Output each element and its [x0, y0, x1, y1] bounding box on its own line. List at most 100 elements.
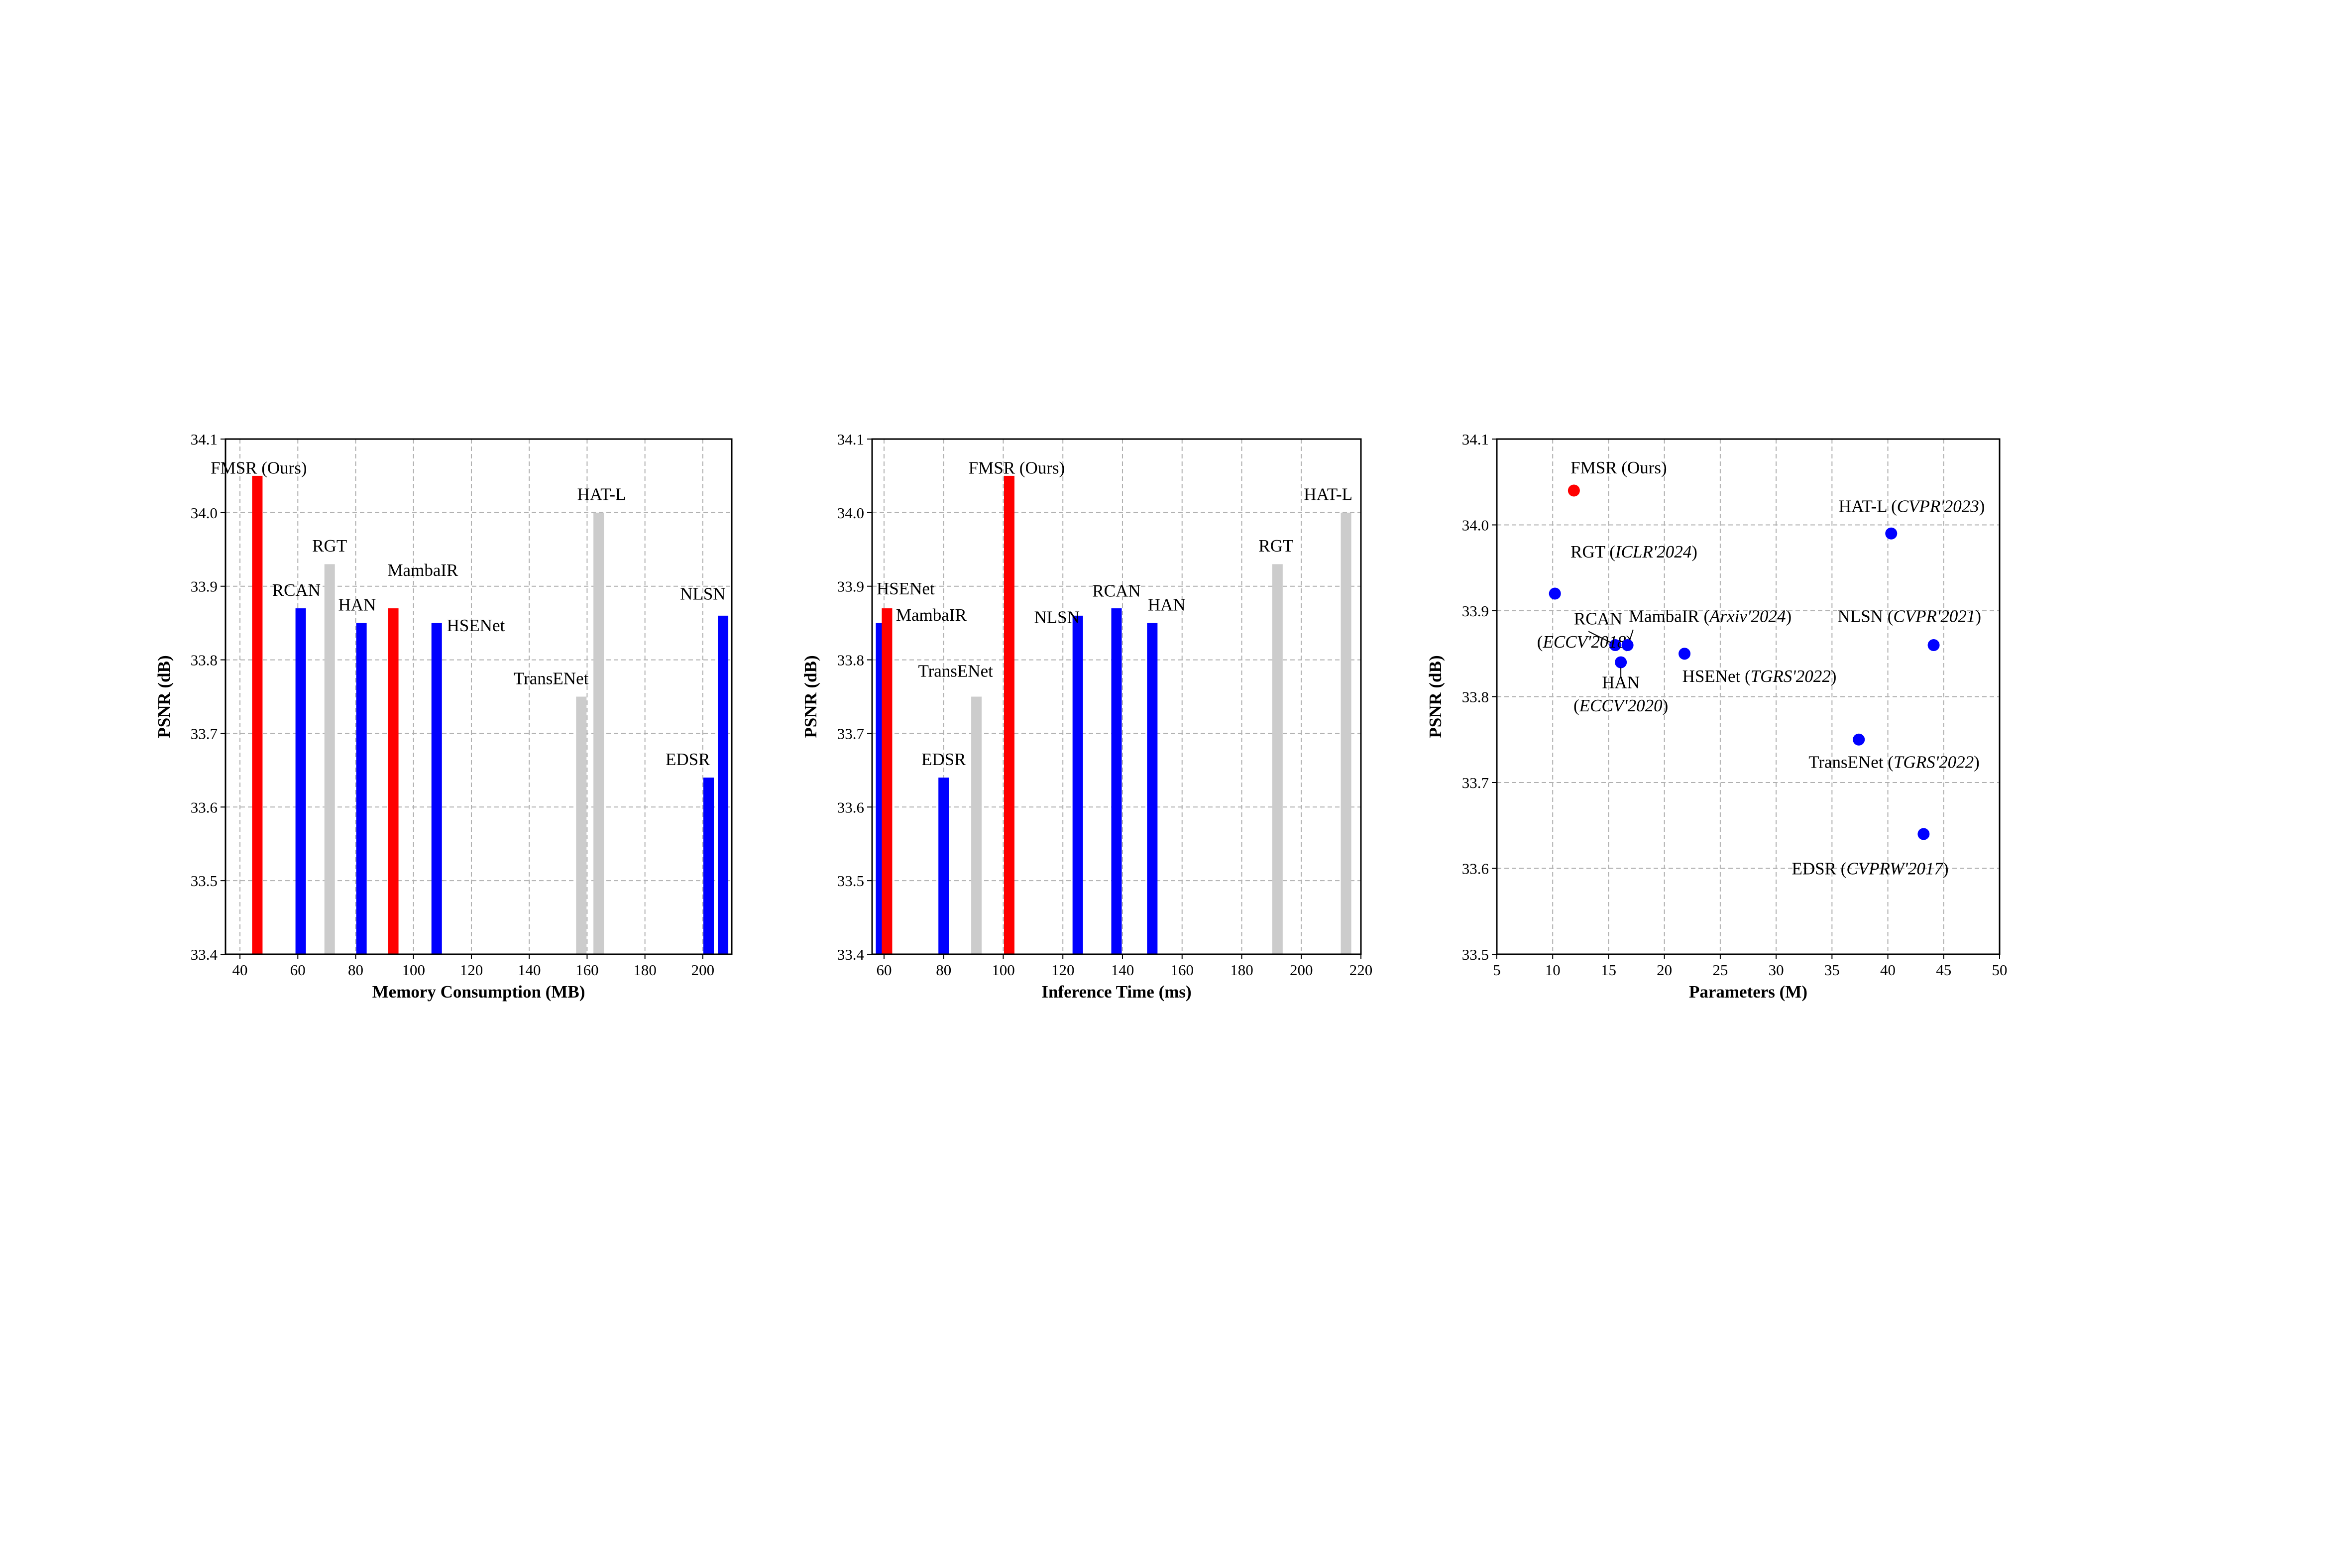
- bar-mambair: [882, 608, 893, 954]
- x-tick-label: 10: [1545, 961, 1561, 979]
- y-tick-label: 34.0: [191, 504, 218, 522]
- bar-label-rgt: RGT: [1258, 536, 1293, 556]
- bar-label-hsenet: HSENet: [447, 616, 505, 635]
- bar-hat-l: [593, 512, 604, 954]
- label-text: ): [1979, 497, 1985, 516]
- label-text: (: [1537, 632, 1543, 652]
- x-tick-label: 45: [1936, 961, 1951, 979]
- y-tick-label: 33.5: [191, 872, 218, 890]
- bar-hsenet: [431, 623, 442, 954]
- x-tick-label: 200: [1290, 961, 1313, 979]
- y-tick-label: 33.5: [837, 872, 864, 890]
- label-text: NLSN (: [1838, 606, 1894, 626]
- y-tick-label: 33.8: [837, 652, 864, 669]
- y-axis-label: PSNR (dB): [1426, 655, 1445, 738]
- x-tick-label: 200: [691, 961, 715, 979]
- point-label-rcan-eccv-2018: (ECCV'2018): [1537, 632, 1632, 652]
- bar-transenet: [971, 696, 982, 954]
- x-tick-label: 160: [1170, 961, 1194, 979]
- bar-label-edsr: EDSR: [921, 750, 966, 769]
- label-text: ): [1831, 667, 1837, 686]
- x-axis-label: Memory Consumption (MB): [372, 982, 585, 1002]
- bar-mambair: [388, 608, 399, 954]
- label-text: FMSR (Ours): [1570, 458, 1667, 477]
- y-tick-label: 33.9: [1462, 602, 1489, 620]
- axes-frame: [871, 438, 1362, 955]
- bar-nlsn: [718, 615, 729, 954]
- y-tick-label: 33.6: [191, 798, 218, 816]
- venue-text: Arxiv'2024: [1708, 606, 1786, 626]
- venue-text: CVPRW'2017: [1846, 859, 1943, 879]
- y-tick-label: 33.9: [191, 578, 218, 595]
- point-label-han-eccv-2020: HAN: [1602, 672, 1640, 692]
- y-tick-label: 34.0: [837, 504, 864, 522]
- point-mambair-arxiv-2024: [1621, 639, 1634, 651]
- point-label-nlsn-cvpr-2021: NLSN (CVPR'2021): [1838, 606, 1981, 626]
- venue-text: ECCV'2020: [1579, 696, 1663, 715]
- label-text: ): [1975, 606, 1981, 626]
- axes-frame: [224, 438, 733, 955]
- chart-panel-1: FMSR (Ours) RCAN RGT HAN MambaIR HSENet TransE…: [154, 431, 733, 1002]
- x-tick-label: 30: [1769, 961, 1784, 979]
- chart-panel-3: FMSR (Ours)RGT (ICLR'2024)RCAN(ECCV'2018…: [1426, 431, 2008, 1002]
- x-tick-label: 180: [1230, 961, 1253, 979]
- x-axis-label: Parameters (M): [1689, 982, 1807, 1002]
- y-tick-label: 33.8: [1462, 688, 1489, 706]
- y-tick-label: 33.4: [191, 946, 218, 963]
- y-tick-label: 33.7: [837, 725, 864, 742]
- bar-label-fmsr-ours: FMSR (Ours): [211, 458, 307, 477]
- bar-rcan: [1111, 608, 1122, 954]
- label-text: TransENet (: [1808, 753, 1894, 772]
- x-tick-label: 220: [1349, 961, 1373, 979]
- x-tick-label: 180: [633, 961, 657, 979]
- point-label-edsr-cvprw-2017: EDSR (CVPRW'2017): [1792, 859, 1949, 879]
- point-han-eccv-2020: [1615, 656, 1627, 669]
- point-label-mambair-arxiv-2024: MambaIR (Arxiv'2024): [1629, 606, 1792, 626]
- label-text: RCAN: [1574, 609, 1622, 629]
- point-label-han-eccv-2020: (ECCV'2020): [1573, 696, 1668, 715]
- point-edsr-cvprw-2017: [1917, 828, 1930, 840]
- point-label-transenet-tgrs-2022: TransENet (TGRS'2022): [1808, 753, 1980, 772]
- label-text: HAT-L (: [1839, 497, 1897, 516]
- x-tick-label: 140: [518, 961, 541, 979]
- point-nlsn-cvpr-2021: [1927, 639, 1940, 651]
- point-label-fmsr-ours: FMSR (Ours): [1570, 458, 1667, 477]
- bar-han: [356, 623, 367, 954]
- bar-edsr: [703, 778, 714, 954]
- x-axis-label: Inference Time (ms): [1041, 982, 1191, 1002]
- y-tick-label: 34.1: [191, 431, 218, 448]
- point-hat-l-cvpr-2023: [1885, 527, 1898, 540]
- bar-label-edsr: EDSR: [666, 750, 710, 769]
- venue-text: ECCV'2018: [1542, 632, 1626, 652]
- label-text: HAN: [1602, 672, 1640, 692]
- x-tick-label: 80: [936, 961, 951, 979]
- label-text: (: [1573, 696, 1579, 715]
- x-tick-label: 50: [1992, 961, 2008, 979]
- point-fmsr-ours: [1568, 484, 1580, 497]
- bar-label-hat-l: HAT-L: [1304, 485, 1352, 504]
- x-tick-label: 160: [575, 961, 599, 979]
- label-text: ): [1943, 859, 1949, 879]
- y-tick-label: 33.8: [191, 652, 218, 669]
- bar-han: [1147, 623, 1158, 954]
- point-label-rcan-eccv-2018: RCAN: [1574, 609, 1622, 629]
- label-text: ): [1786, 606, 1792, 626]
- venue-text: TGRS'2022: [1751, 667, 1831, 686]
- x-tick-label: 140: [1111, 961, 1134, 979]
- bar-label-hsenet: HSENet: [877, 579, 935, 598]
- y-tick-label: 33.5: [1462, 946, 1489, 963]
- y-tick-label: 33.7: [1462, 774, 1489, 791]
- bar-rgt: [324, 564, 335, 954]
- x-tick-label: 60: [290, 961, 306, 979]
- bar-hat-l: [1341, 512, 1351, 954]
- x-tick-label: 120: [460, 961, 483, 979]
- y-tick-label: 33.4: [837, 946, 865, 963]
- bar-label-hat-l: HAT-L: [577, 485, 626, 504]
- label-text: RGT (: [1570, 542, 1615, 561]
- x-tick-label: 5: [1493, 961, 1501, 979]
- point-transenet-tgrs-2022: [1853, 733, 1865, 746]
- bar-rcan: [295, 608, 306, 954]
- y-tick-label: 33.7: [191, 725, 218, 742]
- venue-text: CVPR'2023: [1897, 497, 1979, 516]
- bar-edsr: [938, 778, 949, 954]
